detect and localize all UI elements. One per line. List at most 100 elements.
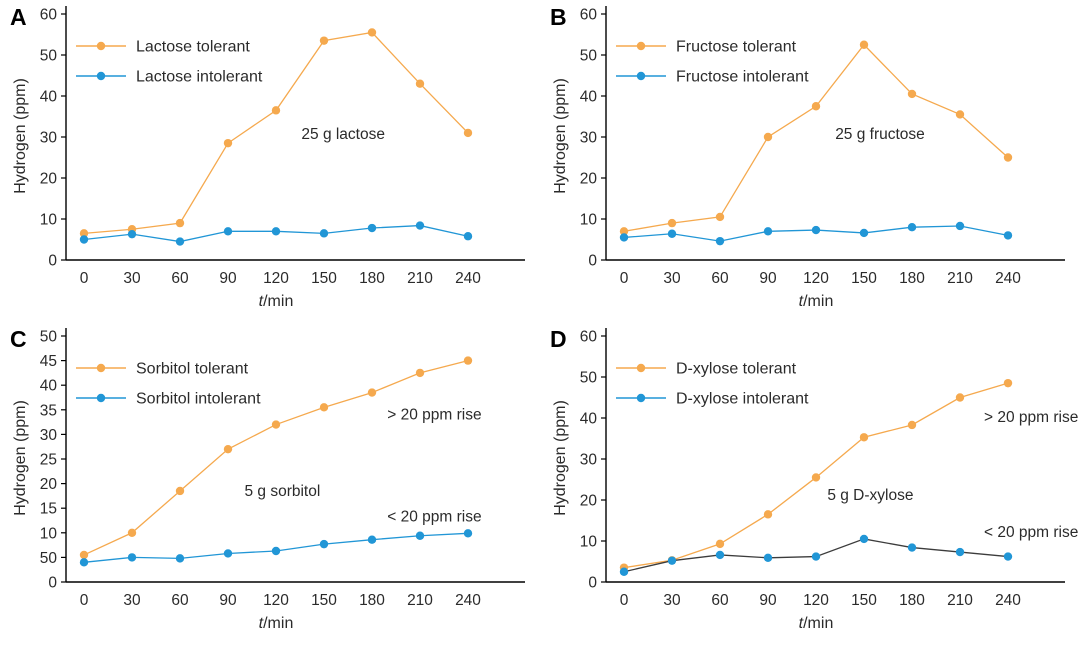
x-tick-label: 0 <box>80 270 89 287</box>
y-tick-label: 20 <box>580 171 598 188</box>
data-point <box>463 529 473 538</box>
x-tick-label: 150 <box>851 270 877 287</box>
x-tick-label: 210 <box>407 270 433 287</box>
x-tick-label: 90 <box>219 592 237 609</box>
x-tick-label: 0 <box>80 592 89 609</box>
y-tick-label: 50 <box>580 370 598 387</box>
data-point <box>271 106 281 115</box>
series-line <box>83 31 469 234</box>
y-tick-label: 50 <box>40 48 58 65</box>
data-point <box>79 558 89 567</box>
x-tick-label: 120 <box>803 270 829 287</box>
data-point <box>319 403 329 412</box>
y-tick-label: 30 <box>40 130 58 147</box>
data-point <box>415 221 425 230</box>
data-point <box>175 218 185 228</box>
data-point <box>127 528 137 537</box>
y-tick-label: 50 <box>40 329 58 346</box>
data-point <box>1003 378 1013 388</box>
data-point <box>79 229 89 238</box>
data-point <box>907 420 917 430</box>
y-tick-label: 20 <box>40 476 58 493</box>
data-point <box>955 547 965 557</box>
x-tick-label: 180 <box>899 592 925 609</box>
y-tick-label: 60 <box>580 329 598 346</box>
y-tick-label: 0 <box>48 575 57 592</box>
y-tick-label: 40 <box>40 89 58 106</box>
data-point <box>667 229 677 238</box>
data-point <box>367 223 377 233</box>
x-tick-label: 30 <box>123 270 141 287</box>
y-tick-label: 20 <box>580 493 598 510</box>
x-tick-label: 120 <box>263 592 289 609</box>
y-tick-label: 30 <box>580 452 598 469</box>
x-tick-label: 180 <box>899 270 925 287</box>
legend-marker <box>636 71 646 81</box>
x-axis-title: t/min <box>259 293 294 310</box>
x-tick-label: 30 <box>663 270 681 287</box>
legend-label: Lactose tolerant <box>136 39 250 56</box>
y-tick-label: 25 <box>40 452 57 469</box>
data-point <box>907 543 917 552</box>
data-point <box>811 102 821 111</box>
data-point <box>271 420 281 429</box>
panel-b: B Hydrogen (ppm) 0 10 20 30 40 50 60 0 30 60 90 120… <box>540 0 1080 322</box>
x-tick-label: 240 <box>995 270 1021 287</box>
x-tick-label: 210 <box>947 592 973 609</box>
x-tick-label: 0 <box>620 270 629 287</box>
y-tick-label: 35 <box>40 402 57 419</box>
data-point <box>415 79 425 88</box>
data-point <box>271 546 281 556</box>
line-chart-fructose: 0 10 20 30 40 50 60 0 30 60 90 120 150 180 210 240 t/min… <box>580 6 1065 310</box>
data-point <box>859 228 869 238</box>
x-tick-label: 0 <box>620 592 629 609</box>
x-tick-label: 60 <box>711 592 729 609</box>
panel-c: C Hydrogen (ppm) 0 50 10 15 20 25 30 35 40 45 50 0 3… <box>0 322 540 644</box>
x-tick-label: 180 <box>359 592 385 609</box>
line-chart-sorbitol: 0 50 10 15 20 25 30 35 40 45 50 0 30 60 90 120 150 180 210… <box>40 328 525 632</box>
x-tick-label: 60 <box>711 270 729 287</box>
x-axis-title: t/min <box>799 615 834 632</box>
x-tick-label: 180 <box>359 270 385 287</box>
y-tick-label: 40 <box>580 89 598 106</box>
data-point <box>955 221 965 231</box>
x-tick-label: 60 <box>171 270 189 287</box>
panel-label-d: D <box>550 326 568 352</box>
panel-d: D Hydrogen (ppm) 0 10 20 30 40 50 60 0 30 60 90 120… <box>540 322 1080 644</box>
x-tick-label: 150 <box>311 592 337 609</box>
data-point <box>763 227 773 236</box>
data-point <box>1003 231 1013 240</box>
data-point <box>79 550 89 560</box>
x-tick-label: 210 <box>407 592 433 609</box>
panel-label-b: B <box>550 4 568 30</box>
panel-label-c: C <box>10 326 28 352</box>
y-tick-label: 45 <box>40 353 57 370</box>
annotation: 25 g fructose <box>835 126 925 143</box>
data-point <box>319 539 329 549</box>
legend-marker <box>96 393 106 403</box>
legend-marker <box>636 363 646 373</box>
data-point <box>667 556 677 565</box>
legend-label: D-xylose tolerant <box>676 361 797 378</box>
data-point <box>1003 552 1013 561</box>
data-point <box>175 237 185 246</box>
x-tick-label: 60 <box>171 592 189 609</box>
data-point <box>127 229 137 239</box>
annotation: 25 g lactose <box>301 126 385 143</box>
x-tick-label: 30 <box>123 592 141 609</box>
x-tick-label: 120 <box>263 270 289 287</box>
y-tick-label: 0 <box>588 575 597 592</box>
y-tick-label: 50 <box>580 48 598 65</box>
data-point <box>763 132 773 142</box>
y-tick-label: 15 <box>40 501 57 518</box>
data-point <box>223 549 233 558</box>
data-point <box>367 535 377 544</box>
legend-label: Fructose intolerant <box>676 69 809 86</box>
data-point <box>127 553 137 562</box>
data-point <box>175 554 185 563</box>
x-tick-label: 90 <box>759 592 777 609</box>
y-tick-label: 40 <box>580 411 598 428</box>
panel-label-a: A <box>10 4 28 30</box>
legend-label: Sorbitol tolerant <box>136 361 249 378</box>
